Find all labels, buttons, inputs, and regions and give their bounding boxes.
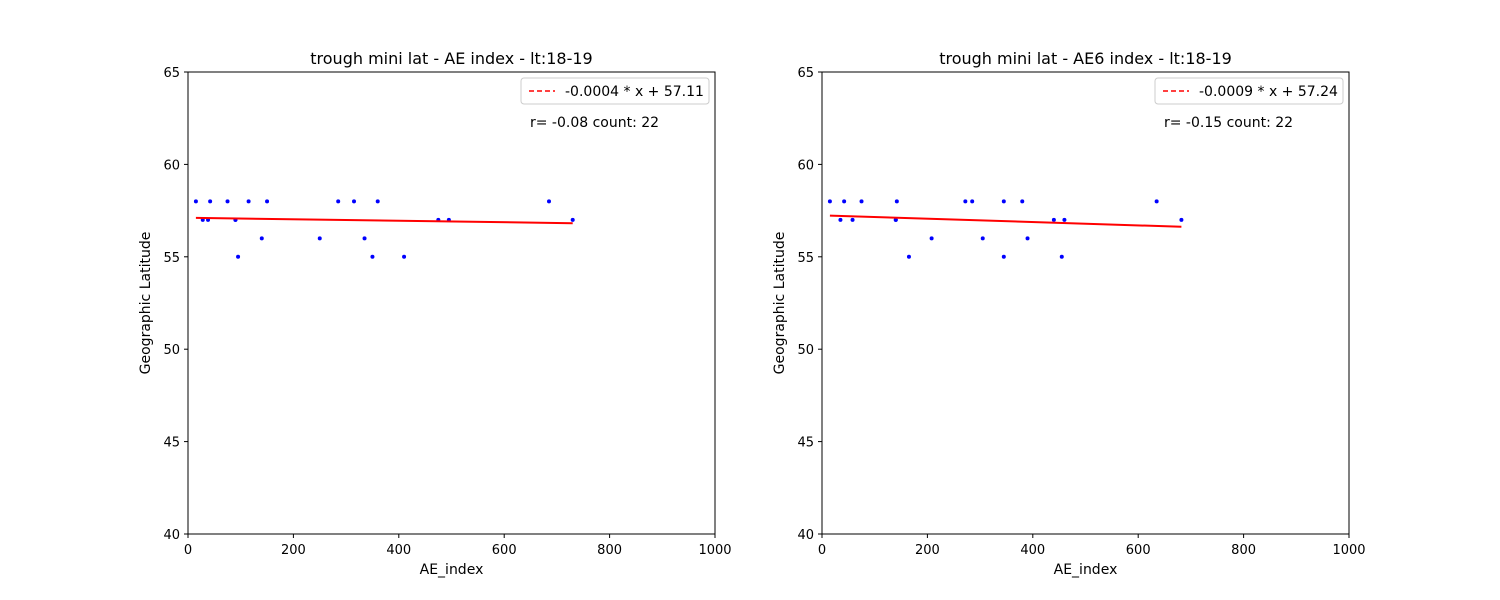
y-tick-label: 45 [163,436,180,451]
data-point [1001,254,1006,259]
legend-label: -0.0009 * x + 57.24 [1199,84,1338,100]
data-point [246,199,251,204]
y-tick-label: 55 [797,251,814,266]
y-tick-label: 60 [797,158,814,173]
x-tick-label: 400 [1020,543,1045,558]
data-point [546,199,551,204]
x-tick-label: 800 [1231,543,1256,558]
x-tick-label: 800 [597,543,622,558]
data-point [980,236,985,241]
legend-box [1154,77,1344,105]
y-tick-label: 50 [797,343,814,358]
y-tick-label: 55 [163,251,180,266]
data-point [236,254,241,259]
data-point [893,217,898,222]
data-point [1154,199,1159,204]
legend-label: -0.0004 * x + 57.11 [565,84,704,100]
data-point [570,217,575,222]
data-point [265,199,270,204]
legend: -0.0004 * x + 57.11 [520,77,710,105]
data-point [1062,217,1067,222]
data-point [827,199,832,204]
data-point [850,217,855,222]
x-axis-label: AE_index [420,562,484,578]
fit-line [829,214,1182,228]
plot-frame [821,71,1350,535]
chart-title: trough mini lat - AE index - lt:18-19 [310,49,592,68]
legend: -0.0009 * x + 57.24 [1154,77,1344,105]
x-tick-label: 400 [386,543,411,558]
data-point [842,199,847,204]
y-tick-label: 40 [163,528,180,543]
data-point [402,254,407,259]
x-tick-label: 0 [184,543,192,558]
data-point [1020,199,1025,204]
data-point [963,199,968,204]
data-point [259,236,264,241]
data-point [906,254,911,259]
data-point [1025,236,1030,241]
data-point [1179,217,1184,222]
data-point [970,199,975,204]
x-axis-label: AE_index [1054,562,1118,578]
y-axis-label: Geographic Latitude [138,232,154,375]
chart-panel-1: trough mini lat - AE index - lt:18-19 0 20… [138,49,732,578]
data-point [370,254,375,259]
data-point [1059,254,1064,259]
data-point [1051,217,1056,222]
y-tick-label: 50 [163,343,180,358]
data-point [225,199,230,204]
stats-annotation: r= -0.08 count: 22 [530,115,659,131]
x-tick-label: 0 [818,543,826,558]
y-tick-label: 65 [797,66,814,81]
plot-frame [187,71,716,535]
x-tick-label: 600 [1126,543,1151,558]
data-point [193,199,198,204]
data-point [929,236,934,241]
data-point [208,199,213,204]
y-tick-label: 45 [797,436,814,451]
legend-box [520,77,710,105]
data-point [894,199,899,204]
data-point [859,199,864,204]
x-tick-label: 200 [915,543,940,558]
x-tick-label: 200 [281,543,306,558]
x-tick-label: 600 [492,543,517,558]
x-tick-label: 1000 [1332,543,1365,558]
y-tick-label: 60 [163,158,180,173]
data-point [362,236,367,241]
data-point [838,217,843,222]
data-point [317,236,322,241]
stats-annotation: r= -0.15 count: 22 [1164,115,1293,131]
data-point [352,199,357,204]
y-tick-label: 65 [163,66,180,81]
y-axis-label: Geographic Latitude [772,232,788,375]
data-point [375,199,380,204]
fit-line [195,216,573,225]
y-tick-label: 40 [797,528,814,543]
data-point [1001,199,1006,204]
x-tick-label: 1000 [698,543,731,558]
data-point [336,199,341,204]
chart-panel-2: trough mini lat - AE6 index - lt:18-19 0 2… [772,49,1366,578]
chart-title: trough mini lat - AE6 index - lt:18-19 [939,49,1232,68]
